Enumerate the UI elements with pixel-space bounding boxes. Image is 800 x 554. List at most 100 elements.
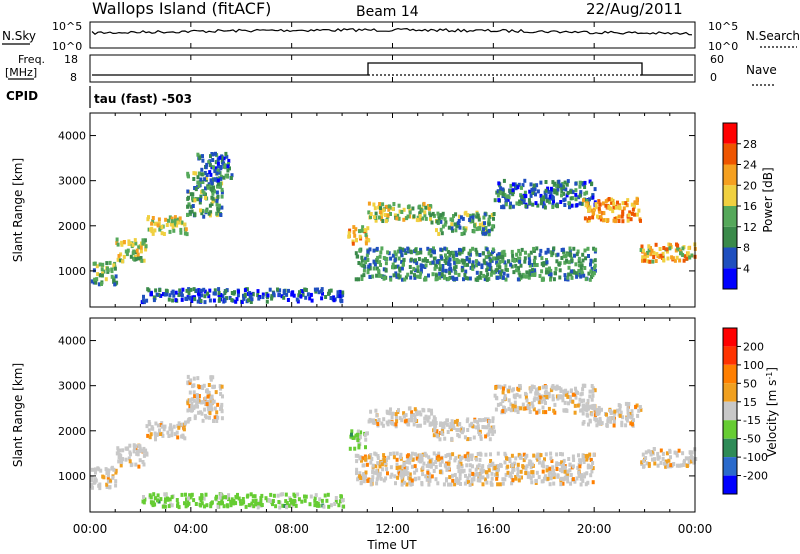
echo-cell bbox=[488, 437, 492, 442]
echo-cell bbox=[93, 277, 97, 282]
echo-cell bbox=[375, 419, 379, 424]
echo-cell bbox=[386, 410, 389, 415]
echo-cell bbox=[327, 504, 331, 509]
echo-cell bbox=[157, 499, 161, 504]
echo-cell bbox=[422, 461, 426, 466]
echo-cell bbox=[114, 470, 118, 475]
echo-cell bbox=[579, 408, 583, 413]
echo-cell bbox=[388, 451, 392, 456]
echo-cell bbox=[583, 407, 587, 412]
echo-cell bbox=[380, 421, 384, 426]
echo-cell bbox=[395, 462, 399, 467]
echo-cell bbox=[420, 208, 424, 213]
echo-cell bbox=[471, 219, 475, 223]
echo-cell bbox=[640, 460, 644, 465]
echo-cell bbox=[501, 204, 505, 209]
echo-cell bbox=[278, 288, 282, 293]
echo-cell bbox=[308, 502, 312, 507]
echo-cell bbox=[374, 211, 378, 216]
echo-cell bbox=[479, 434, 483, 439]
echo-cell bbox=[578, 397, 582, 402]
echo-cell bbox=[113, 282, 117, 287]
echo-cell bbox=[523, 259, 527, 264]
echo-cell bbox=[190, 209, 194, 214]
echo-cell bbox=[197, 410, 201, 415]
echo-cell bbox=[145, 424, 149, 429]
echo-cell bbox=[549, 191, 553, 196]
echo-cell bbox=[455, 476, 459, 481]
colorbar-swatch bbox=[723, 143, 737, 165]
echo-cell bbox=[357, 261, 361, 265]
echo-cell bbox=[435, 273, 438, 278]
echo-cell bbox=[212, 419, 215, 423]
echo-cell bbox=[386, 213, 390, 218]
echo-cell bbox=[172, 424, 176, 429]
echo-cell bbox=[625, 203, 629, 208]
echo-cell bbox=[278, 505, 282, 510]
echo-cell bbox=[220, 498, 224, 503]
echo-cell bbox=[191, 384, 194, 389]
echo-cell bbox=[386, 422, 390, 427]
echo-cell bbox=[565, 193, 569, 198]
echo-cell bbox=[397, 275, 401, 280]
echo-cell bbox=[585, 457, 589, 462]
echo-cell bbox=[430, 411, 434, 416]
echo-cell bbox=[358, 456, 362, 461]
echo-cell bbox=[568, 205, 571, 210]
echo-cell bbox=[211, 196, 215, 201]
echo-cell bbox=[561, 247, 565, 252]
echo-cell bbox=[215, 190, 219, 195]
echo-cell bbox=[535, 263, 539, 267]
echo-cell bbox=[447, 466, 451, 471]
echo-cell bbox=[585, 190, 589, 195]
echo-cell bbox=[562, 198, 566, 203]
echo-cell bbox=[406, 471, 410, 476]
echo-cell bbox=[509, 408, 513, 413]
echo-cell bbox=[202, 214, 206, 219]
echo-cell bbox=[473, 419, 477, 424]
echo-cell bbox=[471, 471, 475, 476]
echo-cell bbox=[396, 475, 400, 480]
nave-tick-bottom: 0 bbox=[710, 71, 717, 84]
colorbar-tick-label: -100 bbox=[743, 451, 768, 464]
echo-cell bbox=[208, 288, 212, 293]
echo-cell bbox=[139, 256, 143, 260]
echo-cell bbox=[196, 197, 200, 202]
echo-cell bbox=[599, 217, 603, 222]
echo-cell bbox=[474, 277, 478, 282]
echo-cell bbox=[413, 275, 417, 280]
echo-cell bbox=[590, 208, 594, 213]
echo-cell bbox=[595, 417, 599, 422]
echo-cell bbox=[144, 247, 148, 252]
echo-cell bbox=[190, 299, 194, 303]
echo-cell bbox=[315, 502, 319, 507]
echo-cell bbox=[557, 262, 561, 267]
echo-cell bbox=[458, 472, 462, 477]
echo-cell bbox=[394, 481, 397, 486]
echo-cell bbox=[673, 450, 677, 455]
echo-cell bbox=[168, 215, 172, 220]
echo-cell bbox=[566, 475, 569, 480]
echo-cell bbox=[376, 422, 380, 426]
echo-cell bbox=[199, 208, 202, 213]
range-tick-label: 1000 bbox=[58, 265, 86, 278]
echo-cell bbox=[487, 423, 491, 428]
echo-cell bbox=[379, 250, 383, 255]
echo-cell bbox=[533, 255, 537, 260]
echo-cell bbox=[511, 403, 515, 408]
echo-cell bbox=[513, 408, 517, 413]
echo-cell bbox=[204, 186, 207, 191]
echo-cell bbox=[183, 231, 187, 236]
echo-cell bbox=[685, 256, 689, 261]
echo-cell bbox=[565, 182, 569, 187]
echo-cell bbox=[94, 467, 97, 472]
echo-cell bbox=[657, 455, 661, 460]
echo-cell bbox=[532, 407, 536, 412]
echo-cell bbox=[419, 263, 423, 268]
echo-cell bbox=[444, 261, 448, 265]
echo-cell bbox=[479, 452, 483, 457]
freq-line bbox=[92, 62, 693, 76]
echo-cell bbox=[220, 402, 224, 407]
echo-cell bbox=[440, 459, 444, 464]
echo-cell bbox=[504, 408, 508, 413]
